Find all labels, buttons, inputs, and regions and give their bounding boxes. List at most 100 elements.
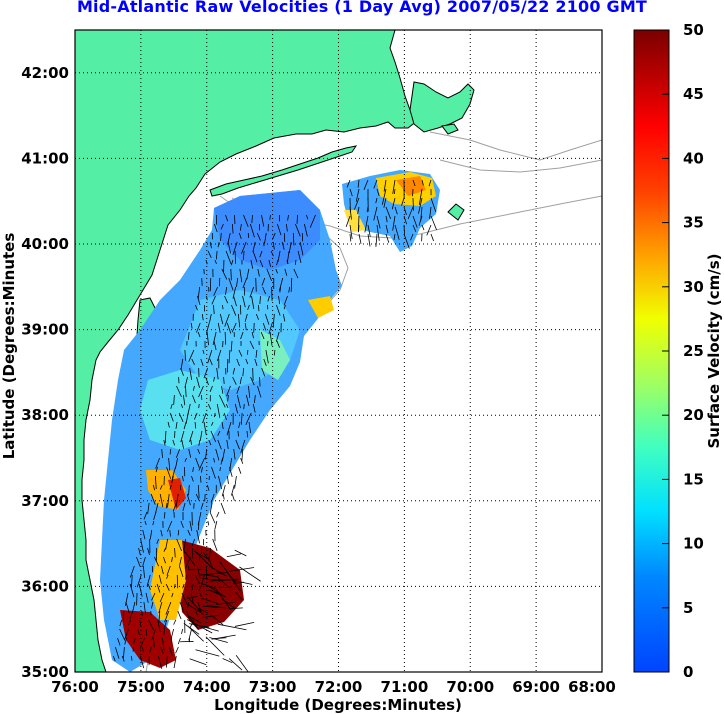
velocity-arrow <box>254 394 256 403</box>
velocity-arrow <box>392 215 396 231</box>
velocity-arrow <box>226 553 242 558</box>
velocity-arrow <box>297 250 302 264</box>
velocity-arrow <box>239 566 261 582</box>
velocity-arrow <box>209 385 213 392</box>
velocity-arrow <box>231 484 235 496</box>
velocity-arrow <box>282 313 286 322</box>
velocity-arrow <box>231 322 237 333</box>
velocity-arrow <box>227 394 229 402</box>
velocity-arrow <box>194 421 197 429</box>
velocity-arrow <box>241 448 244 461</box>
velocity-arrow <box>173 655 177 669</box>
velocity-arrow <box>182 394 186 406</box>
velocity-arrow <box>244 313 248 322</box>
velocity-arrow <box>171 556 173 563</box>
velocity-arrow <box>354 197 360 210</box>
velocity-arrow <box>236 385 240 394</box>
velocity-arrow <box>205 636 225 656</box>
velocity-arrow <box>375 197 378 204</box>
colorbar: 0 5 10 15 20 25 30 35 40 45 50 Surface V… <box>633 21 723 681</box>
velocity-arrow <box>160 529 163 537</box>
velocity-arrow <box>228 277 234 291</box>
velocity-arrow <box>189 367 193 381</box>
velocity-arrow <box>373 179 378 189</box>
velocity-arrow <box>215 448 220 461</box>
velocity-arrow <box>174 547 176 558</box>
velocity-arrow <box>200 597 219 604</box>
velocity-arrow <box>162 637 165 651</box>
velocity-arrow <box>238 466 242 474</box>
velocity-arrow <box>385 206 391 219</box>
velocity-arrow <box>367 224 371 237</box>
velocity-arrow <box>255 277 257 292</box>
velocity-arrow <box>191 394 196 404</box>
velocity-arrow <box>268 322 273 335</box>
velocity-arrow <box>254 358 258 367</box>
velocity-arrow <box>159 493 164 508</box>
velocity-arrow <box>151 601 154 609</box>
velocity-arrow <box>345 215 351 227</box>
velocity-arrow <box>145 592 149 603</box>
velocity-arrow <box>403 206 407 215</box>
velocity-arrow <box>202 605 218 608</box>
velocity-arrow <box>161 448 163 459</box>
velocity-arrow <box>211 421 214 426</box>
velocity-arrow <box>222 304 224 310</box>
velocity-arrow <box>211 466 216 479</box>
velocity-arrow <box>235 439 240 450</box>
velocity-arrow <box>216 367 219 380</box>
velocity-arrow <box>261 214 265 227</box>
velocity-arrow <box>250 223 255 238</box>
velocity-arrow <box>295 223 301 237</box>
velocity-arrow <box>170 403 173 409</box>
velocity-arrow <box>166 520 173 532</box>
velocity-arrow <box>150 493 156 505</box>
velocity-arrow <box>187 625 204 642</box>
velocity-arrow <box>225 250 232 265</box>
velocity-arrow <box>209 358 213 366</box>
velocity-arrow <box>217 623 247 631</box>
velocity-arrow <box>385 233 390 243</box>
velocity-arrow <box>167 493 170 508</box>
velocity-arrow <box>393 233 396 240</box>
velocity-arrow <box>196 322 201 333</box>
velocity-arrow <box>183 538 187 551</box>
velocity-arrow <box>194 412 198 420</box>
velocity-arrow <box>140 538 144 553</box>
velocity-arrow <box>242 295 246 308</box>
velocity-arrow <box>208 439 212 446</box>
x-tick-label: 73:00 <box>249 678 297 696</box>
velocity-arrow <box>245 412 252 425</box>
velocity-arrow <box>136 574 142 588</box>
velocity-arrow <box>179 556 182 566</box>
velocity-arrow <box>358 233 362 244</box>
velocity-arrow <box>225 286 228 295</box>
velocity-arrow <box>392 179 396 195</box>
velocity-arrow <box>203 367 209 379</box>
velocity-arrow <box>262 322 267 331</box>
velocity-arrow <box>185 574 187 580</box>
velocity-arrow <box>252 403 256 413</box>
velocity-arrow <box>227 232 231 244</box>
x-tick-label: 75:00 <box>117 678 165 696</box>
velocity-arrow <box>225 403 229 409</box>
velocity-arrow <box>170 628 174 640</box>
velocity-arrow <box>244 322 247 331</box>
colorbar-tick-label: 35 <box>683 214 704 232</box>
velocity-arrow <box>167 421 170 428</box>
velocity-arrow <box>421 179 424 186</box>
velocity-arrow <box>250 376 255 386</box>
colorbar-tick-label: 30 <box>683 278 704 296</box>
small-island <box>447 203 465 221</box>
velocity-arrow <box>257 268 260 277</box>
velocity-arrow <box>202 412 207 424</box>
velocity-arrow <box>279 286 282 293</box>
velocity-arrow <box>176 385 182 397</box>
velocity-arrow <box>287 214 289 221</box>
velocity-arrow <box>211 634 236 640</box>
velocity-arrow <box>182 502 186 511</box>
colorbar-tick-label: 10 <box>683 535 704 553</box>
velocity-arrow <box>183 421 187 430</box>
velocity-arrow <box>180 367 184 376</box>
